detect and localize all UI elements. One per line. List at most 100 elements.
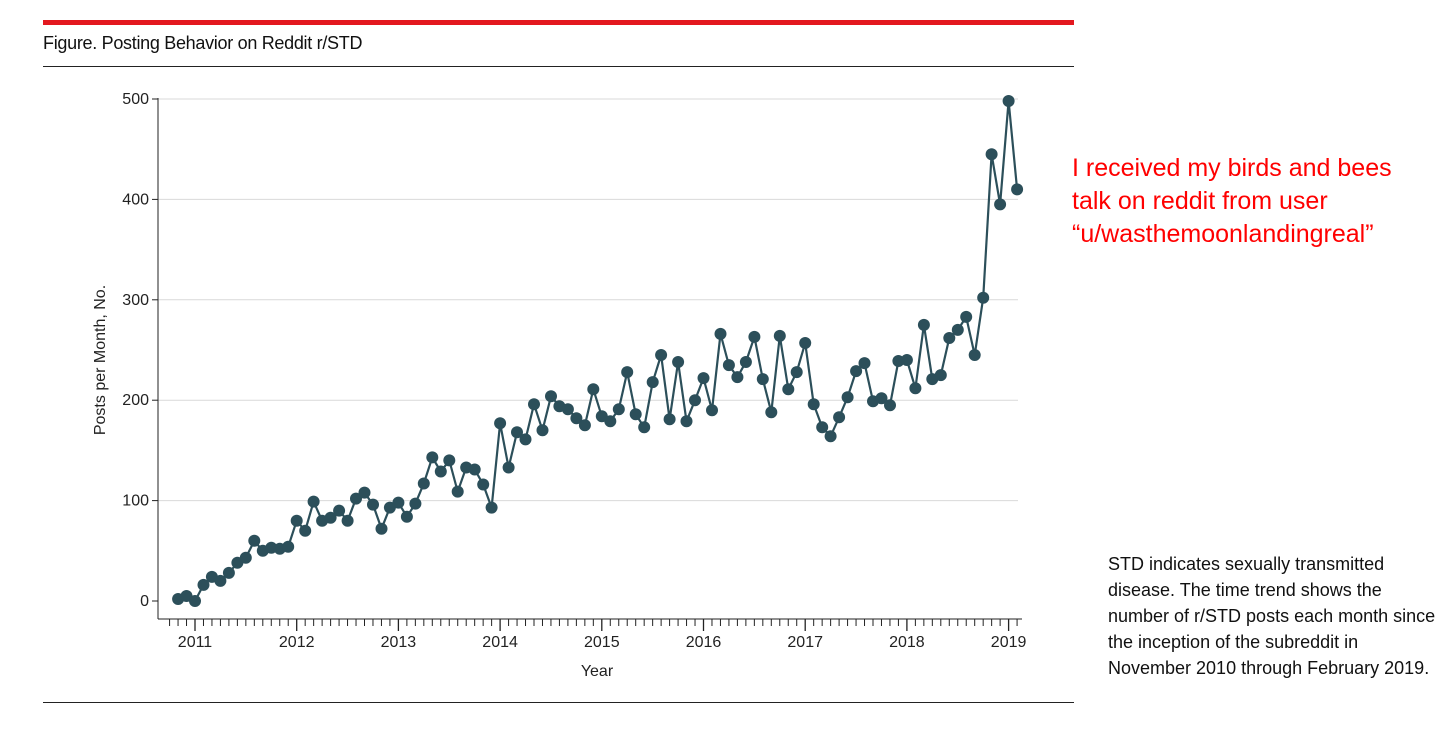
data-point bbox=[189, 595, 201, 607]
data-point bbox=[477, 478, 490, 491]
data-point bbox=[511, 426, 523, 439]
axes bbox=[157, 98, 1022, 620]
data-point bbox=[519, 433, 532, 446]
data-point bbox=[392, 496, 405, 509]
x-tick-label: 2018 bbox=[889, 634, 925, 651]
data-point bbox=[663, 413, 676, 426]
data-point bbox=[358, 486, 371, 499]
data-point bbox=[824, 430, 837, 443]
data-point bbox=[697, 372, 710, 385]
data-point bbox=[968, 349, 981, 361]
data-point bbox=[1002, 95, 1015, 107]
data-point bbox=[367, 498, 379, 511]
data-point bbox=[561, 403, 574, 416]
data-point bbox=[765, 406, 778, 419]
data-point bbox=[884, 399, 896, 412]
y-axis-ticks: 0 100 200 300 400 500 bbox=[122, 91, 158, 610]
data-point bbox=[731, 371, 744, 384]
x-tick-label: 2016 bbox=[686, 634, 722, 651]
data-point bbox=[485, 501, 498, 514]
data-point bbox=[341, 514, 354, 527]
data-point bbox=[689, 394, 701, 407]
y-tick-label: 200 bbox=[122, 392, 149, 409]
data-point bbox=[214, 574, 227, 587]
data-point bbox=[638, 421, 651, 434]
data-point bbox=[985, 148, 998, 161]
data-point bbox=[1011, 183, 1024, 196]
data-point bbox=[222, 566, 235, 579]
data-point bbox=[248, 534, 261, 547]
data-point bbox=[714, 327, 727, 340]
figure-title: Figure. Posting Behavior on Reddit r/STD bbox=[43, 33, 363, 53]
data-point bbox=[951, 323, 964, 336]
data-point bbox=[739, 356, 752, 368]
data-point bbox=[451, 485, 464, 498]
data-point bbox=[434, 465, 447, 478]
annotation-text: I received my birds and bees talk on red… bbox=[1072, 154, 1392, 248]
data-point bbox=[977, 291, 990, 304]
data-point bbox=[943, 332, 956, 344]
data-point bbox=[655, 349, 668, 361]
data-point bbox=[443, 454, 456, 467]
data-point bbox=[536, 424, 549, 437]
data-point bbox=[833, 411, 846, 424]
data-point bbox=[324, 511, 337, 524]
y-tick-label: 0 bbox=[140, 593, 149, 610]
data-point bbox=[494, 417, 507, 430]
y-tick-label: 400 bbox=[122, 191, 149, 208]
data-point bbox=[570, 412, 583, 425]
data-point bbox=[816, 421, 829, 434]
data-point bbox=[756, 373, 769, 386]
data-point bbox=[409, 497, 422, 510]
data-point bbox=[604, 415, 617, 428]
x-tick-label: 2013 bbox=[381, 634, 417, 651]
data-point bbox=[841, 391, 854, 404]
title-divider bbox=[43, 66, 1074, 67]
data-point bbox=[197, 578, 210, 591]
data-point bbox=[706, 404, 718, 417]
top-accent-rule bbox=[43, 20, 1074, 25]
data-point bbox=[875, 392, 888, 405]
data-point bbox=[299, 524, 312, 537]
x-tick-label: 2017 bbox=[787, 634, 823, 651]
data-point bbox=[646, 376, 659, 389]
data-point bbox=[621, 366, 634, 379]
y-axis-title: Posts per Month, No. bbox=[92, 285, 109, 435]
data-point bbox=[290, 514, 303, 527]
data-point bbox=[502, 461, 515, 474]
x-tick-label: 2014 bbox=[482, 634, 518, 651]
data-point bbox=[773, 329, 786, 342]
data-point bbox=[578, 419, 591, 432]
data-point bbox=[850, 365, 863, 378]
grid-lines bbox=[158, 98, 1018, 502]
data-point bbox=[790, 366, 803, 379]
figure-caption: STD indicates sexually transmitted disea… bbox=[1108, 554, 1436, 678]
data-point bbox=[333, 504, 346, 517]
data-point bbox=[722, 359, 735, 372]
data-point bbox=[629, 408, 642, 421]
data-point bbox=[900, 354, 913, 366]
x-tick-label: 2015 bbox=[584, 634, 620, 651]
data-point bbox=[994, 198, 1007, 211]
y-tick-label: 300 bbox=[122, 292, 149, 309]
data-point bbox=[282, 540, 295, 553]
data-point bbox=[400, 510, 413, 523]
data-point bbox=[680, 415, 693, 428]
data-point bbox=[426, 451, 439, 464]
data-point bbox=[545, 390, 557, 403]
data-point bbox=[417, 477, 430, 490]
data-point bbox=[307, 495, 320, 508]
x-axis-title: Year bbox=[581, 663, 614, 680]
data-point bbox=[587, 383, 600, 396]
data-point bbox=[782, 383, 795, 396]
data-point bbox=[350, 492, 362, 505]
data-point bbox=[960, 310, 973, 323]
data-point bbox=[799, 337, 812, 349]
data-point bbox=[239, 551, 252, 564]
data-point bbox=[934, 369, 947, 382]
data-point bbox=[858, 357, 871, 370]
data-point bbox=[917, 318, 930, 331]
series-points bbox=[172, 95, 1024, 607]
x-axis-ticks: 2011 2012 2013 2014 2015 2016 2017 2018 2019 bbox=[169, 619, 1026, 651]
